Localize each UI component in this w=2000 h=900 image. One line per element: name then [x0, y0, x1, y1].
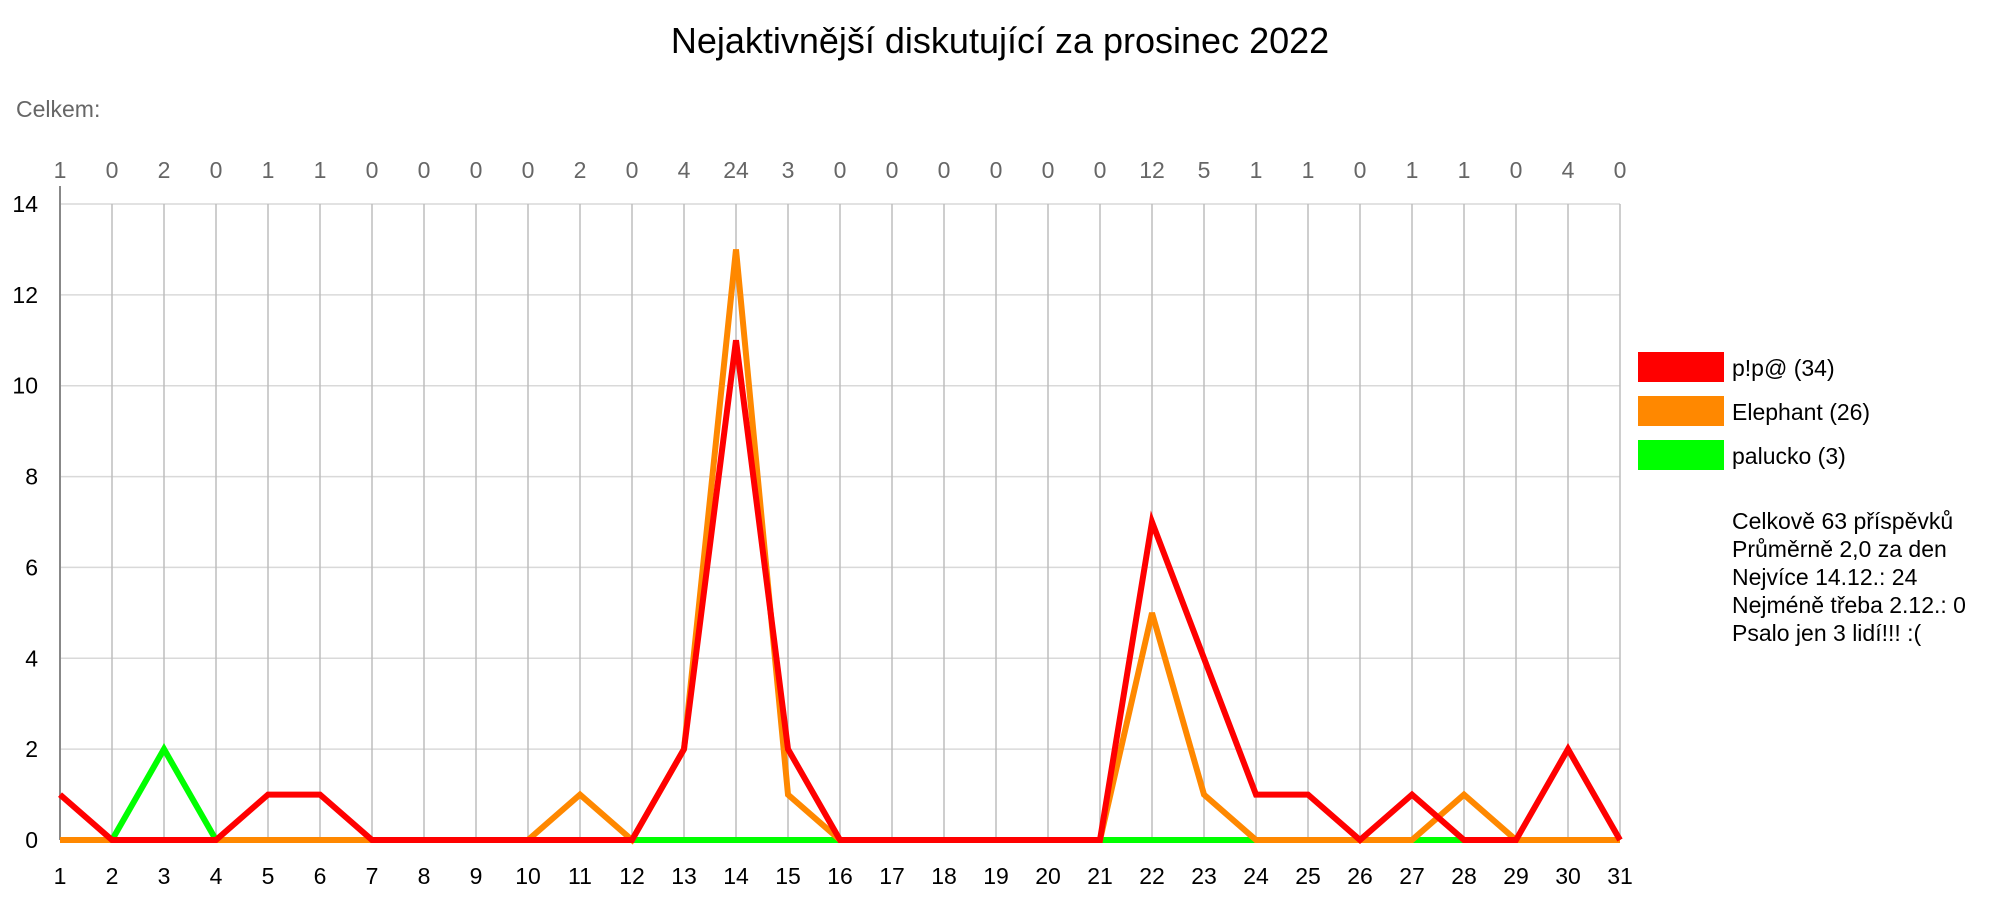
y-tick-label: 10: [12, 373, 38, 399]
x-tick-label: 25: [1295, 863, 1321, 889]
x-tick-label: 10: [515, 863, 541, 889]
daily-total-label: 12: [1139, 157, 1165, 183]
x-tick-label: 20: [1035, 863, 1061, 889]
daily-total-label: 0: [470, 157, 483, 183]
daily-total-label: 0: [886, 157, 899, 183]
x-tick-label: 23: [1191, 863, 1217, 889]
x-tick-label: 13: [671, 863, 697, 889]
y-tick-label: 0: [25, 827, 38, 853]
x-tick-label: 6: [314, 863, 327, 889]
daily-total-label: 1: [1250, 157, 1263, 183]
x-tick-label: 2: [106, 863, 119, 889]
x-tick-label: 28: [1451, 863, 1477, 889]
y-tick-label: 2: [25, 736, 38, 762]
x-tick-label: 29: [1503, 863, 1529, 889]
x-tick-label: 9: [470, 863, 483, 889]
series-line: [58, 339, 1623, 844]
x-tick-label: 8: [418, 863, 431, 889]
x-tick-label: 17: [879, 863, 905, 889]
y-tick-label: 14: [12, 191, 38, 217]
x-tick-label: 21: [1087, 863, 1113, 889]
stats-line: Psalo jen 3 lidí!!! :(: [1732, 620, 1922, 646]
legend: p!p@ (34) Elephant (26) palucko (3): [1638, 352, 1870, 470]
x-tick-label: 5: [262, 863, 275, 889]
daily-total-label: 1: [1458, 157, 1471, 183]
daily-total-label: 0: [1614, 157, 1627, 183]
chart-subtitle: Celkem:: [16, 96, 100, 122]
legend-label: palucko (3): [1732, 443, 1846, 469]
x-tick-label: 12: [619, 863, 645, 889]
daily-total-label: 0: [106, 157, 119, 183]
daily-total-label: 1: [1406, 157, 1419, 183]
stats-line: Průměrně 2,0 za den: [1732, 536, 1947, 562]
daily-total-label: 1: [262, 157, 275, 183]
x-tick-label: 11: [568, 863, 592, 889]
daily-total-label: 1: [54, 157, 67, 183]
daily-total-label: 5: [1198, 157, 1211, 183]
daily-total-label: 0: [366, 157, 379, 183]
daily-total-label: 0: [210, 157, 223, 183]
x-tick-label: 30: [1555, 863, 1581, 889]
daily-total-label: 0: [1354, 157, 1367, 183]
daily-total-label: 0: [1042, 157, 1055, 183]
series-layer: [58, 249, 1623, 845]
daily-total-label: 3: [782, 157, 795, 183]
daily-total-label: 0: [938, 157, 951, 183]
stats-line: Nejméně třeba 2.12.: 0: [1732, 592, 1966, 618]
y-tick-label: 6: [25, 554, 38, 580]
stats-line: Celkově 63 příspěvků: [1732, 508, 1953, 534]
x-tick-label: 16: [827, 863, 853, 889]
x-tick-label: 15: [775, 863, 801, 889]
daily-total-label: 4: [1562, 157, 1575, 183]
legend-swatch: [1638, 352, 1724, 382]
x-tick-label: 18: [931, 863, 957, 889]
daily-total-label: 0: [1510, 157, 1523, 183]
daily-total-label: 1: [314, 157, 327, 183]
legend-label: p!p@ (34): [1732, 355, 1835, 381]
x-tick-label: 3: [158, 863, 171, 889]
x-tick-label: 14: [723, 863, 749, 889]
daily-total-label: 0: [418, 157, 431, 183]
x-axis-ticks: 1 2 3 4 5 6 7 8 9 10 11 12 13 14 15 16 17 18 19 20 21 22 23 24 2…: [54, 863, 1633, 889]
legend-label: Elephant (26): [1732, 399, 1870, 425]
daily-total-label: 0: [522, 157, 535, 183]
daily-totals: 1 0 2 0 1 1 0 0 0 0 2 0 4 24 3 0 0 0 0 0 0 12 5 1 1 0 1 1 0 4 0: [54, 157, 1627, 183]
daily-total-label: 4: [678, 157, 691, 183]
daily-total-label: 0: [834, 157, 847, 183]
daily-total-label: 0: [1094, 157, 1107, 183]
x-tick-label: 26: [1347, 863, 1373, 889]
daily-total-label: 24: [723, 157, 749, 183]
x-tick-label: 24: [1243, 863, 1269, 889]
grid-layer: [59, 186, 1621, 841]
legend-swatch: [1638, 396, 1724, 426]
legend-swatch: [1638, 440, 1724, 470]
y-tick-label: 4: [25, 645, 38, 671]
daily-total-label: 0: [626, 157, 639, 183]
y-tick-label: 8: [25, 464, 38, 490]
chart-title: Nejaktivnější diskutující za prosinec 20…: [671, 20, 1329, 61]
daily-total-label: 2: [158, 157, 171, 183]
y-tick-label: 12: [12, 282, 38, 308]
stats-line: Nejvíce 14.12.: 24: [1732, 564, 1918, 590]
x-tick-label: 1: [54, 863, 67, 889]
x-tick-label: 19: [983, 863, 1009, 889]
daily-total-label: 2: [574, 157, 587, 183]
x-tick-label: 27: [1399, 863, 1425, 889]
x-tick-label: 4: [210, 863, 223, 889]
x-tick-label: 31: [1607, 863, 1633, 889]
y-axis-ticks: 0 2 4 6 8 10 12 14: [12, 191, 38, 853]
daily-total-label: 1: [1302, 157, 1315, 183]
daily-total-label: 0: [990, 157, 1003, 183]
x-tick-label: 7: [366, 863, 379, 889]
x-tick-label: 22: [1139, 863, 1165, 889]
